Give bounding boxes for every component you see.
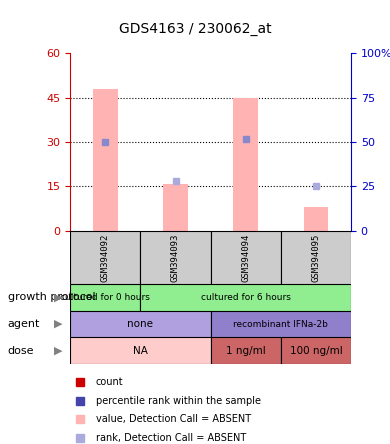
Text: ▶: ▶ — [54, 346, 62, 356]
Text: none: none — [128, 319, 153, 329]
Text: dose: dose — [8, 346, 34, 356]
Text: GSM394092: GSM394092 — [101, 234, 110, 281]
FancyBboxPatch shape — [211, 231, 281, 284]
FancyBboxPatch shape — [70, 284, 140, 311]
Text: GSM394094: GSM394094 — [241, 234, 250, 281]
FancyBboxPatch shape — [140, 284, 351, 311]
Text: rank, Detection Call = ABSENT: rank, Detection Call = ABSENT — [96, 433, 246, 444]
Text: growth protocol: growth protocol — [8, 293, 96, 302]
Text: ▶: ▶ — [54, 293, 62, 302]
Text: NA: NA — [133, 346, 148, 356]
Text: GDS4163 / 230062_at: GDS4163 / 230062_at — [119, 21, 271, 36]
FancyBboxPatch shape — [281, 337, 351, 364]
Text: 100 ng/ml: 100 ng/ml — [289, 346, 342, 356]
FancyBboxPatch shape — [70, 337, 211, 364]
FancyBboxPatch shape — [140, 231, 211, 284]
FancyBboxPatch shape — [211, 337, 281, 364]
FancyBboxPatch shape — [211, 311, 351, 337]
Text: percentile rank within the sample: percentile rank within the sample — [96, 396, 261, 406]
Text: value, Detection Call = ABSENT: value, Detection Call = ABSENT — [96, 414, 251, 424]
Text: cultured for 6 hours: cultured for 6 hours — [201, 293, 291, 302]
Text: recombinant IFNa-2b: recombinant IFNa-2b — [233, 320, 328, 329]
Text: agent: agent — [8, 319, 40, 329]
Text: count: count — [96, 377, 123, 387]
FancyBboxPatch shape — [281, 231, 351, 284]
Bar — [233, 98, 258, 231]
FancyBboxPatch shape — [70, 311, 211, 337]
Text: 1 ng/ml: 1 ng/ml — [226, 346, 266, 356]
Text: GSM394093: GSM394093 — [171, 234, 180, 281]
Text: ▶: ▶ — [54, 319, 62, 329]
Bar — [303, 207, 328, 231]
Bar — [93, 89, 118, 231]
FancyBboxPatch shape — [70, 231, 140, 284]
Text: cultured for 0 hours: cultured for 0 hours — [60, 293, 150, 302]
Text: GSM394095: GSM394095 — [311, 234, 321, 281]
Bar — [163, 183, 188, 231]
